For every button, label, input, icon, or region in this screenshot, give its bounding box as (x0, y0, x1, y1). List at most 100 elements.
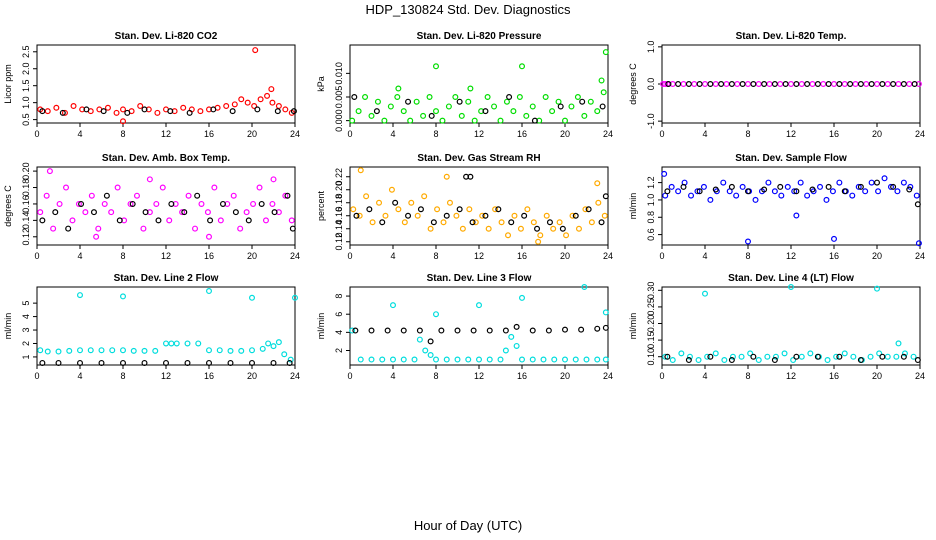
data-point (434, 206, 441, 213)
data-point (206, 359, 213, 366)
data-point (362, 93, 369, 100)
data-point (204, 209, 211, 216)
data-point (373, 108, 380, 115)
data-point (369, 219, 376, 226)
x-tick-label: 8 (433, 371, 438, 381)
data-point (557, 103, 564, 110)
data-point (56, 200, 63, 207)
data-point (400, 108, 407, 115)
data-point (416, 327, 423, 334)
data-point (467, 173, 474, 180)
data-point (529, 356, 536, 363)
data-point (497, 356, 504, 363)
data-point (793, 188, 800, 195)
data-point (422, 347, 429, 354)
chart-panel: Stan. Dev. Gas Stream RH percent 0 4 8 12 16 20… (316, 153, 613, 261)
y-tick-label: 0.005 (334, 86, 344, 109)
data-point (906, 80, 913, 87)
data-point (282, 106, 289, 113)
x-tick-label: 20 (872, 129, 882, 139)
data-point (113, 109, 120, 116)
y-axis-label: degrees C (3, 185, 13, 227)
data-point (70, 103, 77, 110)
data-point (669, 357, 676, 364)
x-tick-label: 12 (161, 371, 171, 381)
data-point (793, 212, 800, 219)
data-point (900, 80, 907, 87)
y-tick-label: 5 (21, 301, 31, 306)
data-point (394, 93, 401, 100)
data-point (382, 212, 389, 219)
data-point (787, 80, 794, 87)
data-point (69, 217, 76, 224)
data-point (523, 112, 530, 119)
data-point (456, 98, 463, 105)
data-point (862, 188, 869, 195)
x-tick-label: 4 (77, 371, 82, 381)
data-point (814, 353, 821, 360)
data-point (82, 209, 89, 216)
data-point (173, 340, 180, 347)
data-point (884, 353, 891, 360)
data-point (353, 212, 360, 219)
data-point (405, 98, 412, 105)
data-point (791, 188, 798, 195)
data-point (879, 80, 886, 87)
figure-title: HDP_130824 Std. Dev. Diagnostics (365, 2, 571, 17)
y-tick-label: 0.10 (646, 348, 656, 366)
data-point (594, 108, 601, 115)
plot-frame (349, 286, 609, 366)
data-point (219, 200, 226, 207)
data-point (518, 294, 525, 301)
x-tick-label: 8 (745, 371, 750, 381)
data-point (254, 106, 261, 113)
data-point (101, 200, 108, 207)
data-point (830, 235, 837, 242)
data-point (524, 206, 531, 213)
data-point (167, 108, 174, 115)
data-point (46, 168, 53, 175)
data-point (534, 225, 541, 232)
y-tick-label: 0.30 (646, 282, 656, 300)
data-point (417, 206, 424, 213)
data-point (600, 89, 607, 96)
data-point (807, 350, 814, 357)
data-point (197, 108, 204, 115)
data-point (443, 212, 450, 219)
data-point (583, 356, 590, 363)
data-point (184, 340, 191, 347)
data-point (252, 47, 259, 54)
data-point (78, 200, 85, 207)
x-tick-label: 16 (829, 371, 839, 381)
data-point (433, 108, 440, 115)
data-point (588, 219, 595, 226)
x-tick-label: 8 (120, 251, 125, 261)
data-point (680, 80, 687, 87)
data-point (274, 108, 281, 115)
data-point (502, 347, 509, 354)
data-point (420, 112, 427, 119)
data-point (446, 199, 453, 206)
data-point (764, 353, 771, 360)
data-point (814, 80, 821, 87)
data-point (782, 80, 789, 87)
data-point (368, 356, 375, 363)
chart-panel: Stan. Dev. Li-820 Pressure kPa 0 4 8 12 16 20 24… (316, 31, 613, 139)
data-point (841, 188, 848, 195)
data-point (39, 217, 46, 224)
data-point (229, 108, 236, 115)
data-point (543, 212, 550, 219)
y-tick-label: 0.000 (334, 109, 344, 132)
data-point (268, 86, 275, 93)
data-point (559, 225, 566, 232)
data-point (216, 347, 223, 354)
data-point (88, 192, 95, 199)
data-point (906, 186, 913, 193)
data-point (388, 186, 395, 193)
data-point (287, 356, 294, 363)
y-tick-label: 2.5 (21, 46, 31, 59)
chart-panel: Stan. Dev. Line 4 (LT) Flow ml/min 0 4 8 12 16… (628, 273, 925, 381)
y-axis-label: degrees C (628, 63, 638, 105)
data-point (230, 192, 237, 199)
y-tick-label: 0.14 (21, 212, 31, 230)
